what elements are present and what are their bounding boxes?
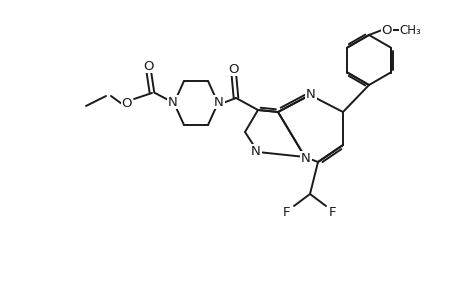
Text: N: N bbox=[305, 88, 315, 100]
Text: N: N bbox=[251, 145, 260, 158]
Text: O: O bbox=[228, 62, 239, 76]
Text: CH₃: CH₃ bbox=[398, 23, 420, 37]
Text: N: N bbox=[301, 152, 310, 164]
Text: O: O bbox=[122, 97, 132, 110]
Text: F: F bbox=[283, 206, 290, 218]
Text: O: O bbox=[143, 59, 154, 73]
Text: F: F bbox=[329, 206, 336, 218]
Text: O: O bbox=[381, 23, 392, 37]
Text: N: N bbox=[213, 95, 224, 109]
Text: N: N bbox=[168, 95, 178, 109]
Text: N: N bbox=[213, 95, 223, 109]
